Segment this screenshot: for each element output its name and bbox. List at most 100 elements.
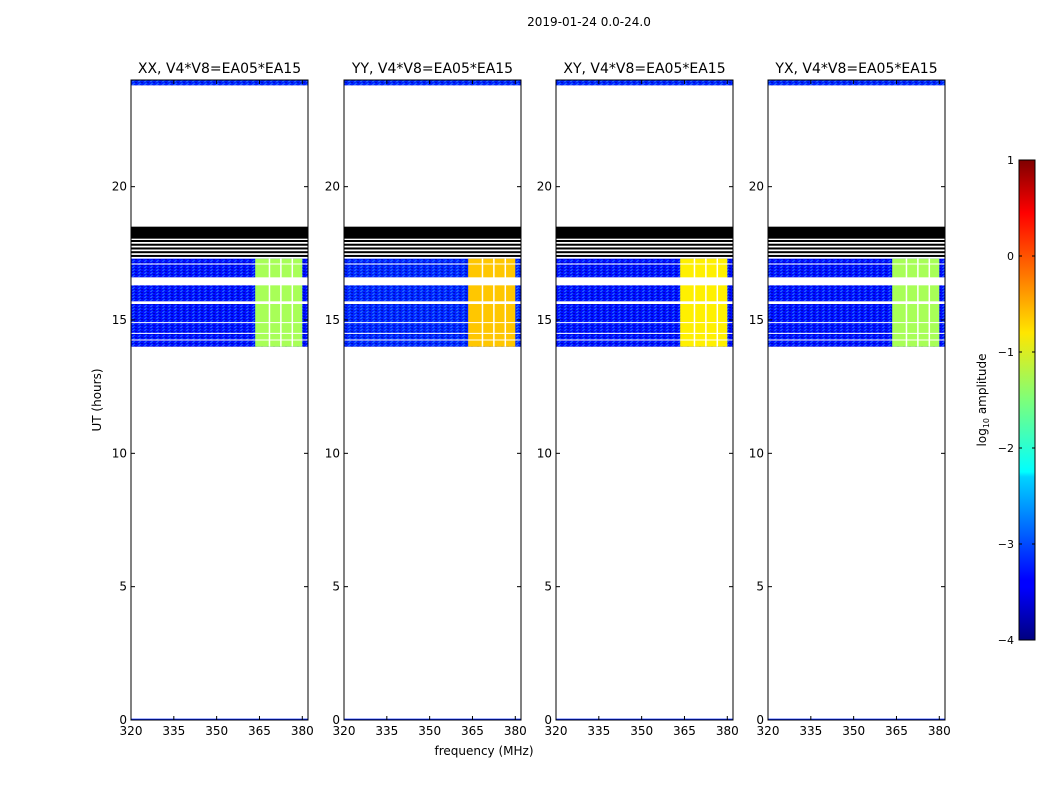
colorbar-tick-label: −4 — [998, 634, 1014, 647]
time-gap — [768, 301, 945, 304]
x-tick-label: 335 — [799, 724, 822, 738]
flagged-row — [768, 254, 945, 257]
flagged-row — [556, 247, 733, 250]
time-gap — [556, 277, 733, 286]
panel-background — [556, 80, 733, 720]
y-tick-label: 10 — [749, 446, 764, 460]
x-tick-label: 350 — [205, 724, 228, 738]
y-tick-label: 10 — [112, 446, 127, 460]
time-gap — [556, 301, 733, 304]
time-gap — [131, 301, 308, 304]
x-tick-label: 320 — [120, 724, 143, 738]
flagged-rows — [344, 226, 521, 239]
flagged-row — [556, 243, 733, 246]
x-tick-label: 380 — [928, 724, 951, 738]
panel-2: XY, V4*V8=EA05*EA15 320 335 350 365 380 0 5 10 15… — [537, 61, 739, 738]
x-tick-label: 335 — [587, 724, 610, 738]
panel-frame — [767, 79, 946, 721]
colorbar-tick-label: −1 — [998, 346, 1014, 359]
data-layer — [131, 80, 308, 720]
colorbar-tick-label: 0 — [1007, 250, 1014, 263]
data-texture — [556, 80, 733, 86]
panel-0: XX, V4*V8=EA05*EA15 320 335 350 365 380 0 5 10 15… — [112, 61, 314, 738]
y-tick-label: 15 — [325, 313, 340, 327]
panel-title: XX, V4*V8=EA05*EA15 — [138, 61, 301, 77]
x-tick-label: 350 — [630, 724, 653, 738]
y-tick-label: 20 — [325, 180, 340, 194]
x-tick-label: 365 — [885, 724, 908, 738]
flagged-row — [344, 243, 521, 246]
x-tick-label: 320 — [545, 724, 568, 738]
flagged-row — [131, 251, 308, 254]
flagged-row — [131, 254, 308, 257]
y-tick-label: 20 — [537, 180, 552, 194]
x-tick-label: 365 — [248, 724, 271, 738]
data-layer — [556, 80, 733, 720]
panel-frame — [343, 79, 522, 721]
y-tick-label: 0 — [756, 713, 764, 727]
data-layer — [344, 80, 521, 720]
y-tick-label: 15 — [537, 313, 552, 327]
flagged-row — [768, 240, 945, 242]
flagged-rows — [556, 226, 733, 239]
panel-title: XY, V4*V8=EA05*EA15 — [563, 61, 725, 77]
data-strip — [344, 718, 521, 720]
y-tick-label: 0 — [332, 713, 340, 727]
panel-3: YX, V4*V8=EA05*EA15 320 335 350 365 380 0 5 10 15… — [749, 61, 951, 738]
panel-background — [344, 80, 521, 720]
x-tick-label: 335 — [162, 724, 185, 738]
y-tick-label: 10 — [325, 446, 340, 460]
panel-title: YX, V4*V8=EA05*EA15 — [774, 61, 937, 77]
flagged-rows — [131, 226, 308, 239]
x-tick-label: 350 — [418, 724, 441, 738]
panel-frame — [130, 79, 309, 721]
figure-suptitle: 2019-01-24 0.0-24.0 — [527, 15, 651, 29]
x-axis-label: frequency (MHz) — [434, 744, 533, 758]
x-tick-label: 380 — [716, 724, 739, 738]
flagged-rows — [768, 226, 945, 239]
y-tick-label: 15 — [112, 313, 127, 327]
colorbar-tick-label: −3 — [998, 538, 1014, 551]
y-tick-label: 20 — [112, 180, 127, 194]
data-texture — [344, 80, 521, 86]
flagged-row — [768, 251, 945, 254]
y-tick-label: 15 — [749, 313, 764, 327]
time-gap — [344, 301, 521, 304]
time-gap — [768, 277, 945, 286]
data-strip — [556, 718, 733, 720]
flagged-row — [131, 240, 308, 242]
x-tick-label: 380 — [504, 724, 527, 738]
flagged-row — [768, 243, 945, 246]
x-tick-label: 350 — [842, 724, 865, 738]
data-texture — [768, 80, 945, 86]
y-tick-label: 0 — [119, 713, 127, 727]
data-strip — [768, 718, 945, 720]
panel-frame — [555, 79, 734, 721]
flagged-row — [131, 243, 308, 246]
flagged-row — [344, 251, 521, 254]
flagged-row — [131, 247, 308, 250]
y-tick-label: 0 — [544, 713, 552, 727]
y-tick-label: 5 — [119, 580, 127, 594]
flagged-row — [556, 254, 733, 257]
colorbar-label: log10 amplitude — [975, 354, 991, 447]
data-layer — [768, 80, 945, 720]
y-tick-label: 20 — [749, 180, 764, 194]
x-tick-label: 320 — [757, 724, 780, 738]
y-tick-label: 10 — [537, 446, 552, 460]
flagged-row — [556, 251, 733, 254]
panel-background — [131, 80, 308, 720]
colorbar-gradient — [1018, 159, 1036, 641]
colorbar-tick-label: −2 — [998, 442, 1014, 455]
time-gap — [344, 277, 521, 286]
heatmap-panels: XX, V4*V8=EA05*EA15 320 335 350 365 380 0 5 10 15… — [112, 61, 951, 738]
y-axis-label: UT (hours) — [90, 368, 104, 431]
colorbar: 1 0 −1 −2 −3 −4 log10 amplitude — [975, 154, 1036, 647]
x-tick-label: 320 — [333, 724, 356, 738]
flagged-row — [768, 247, 945, 250]
data-strip — [131, 718, 308, 720]
flagged-row — [344, 240, 521, 242]
x-tick-label: 365 — [673, 724, 696, 738]
colorbar-ticks: 1 0 −1 −2 −3 −4 — [998, 154, 1035, 647]
y-tick-label: 5 — [332, 580, 340, 594]
